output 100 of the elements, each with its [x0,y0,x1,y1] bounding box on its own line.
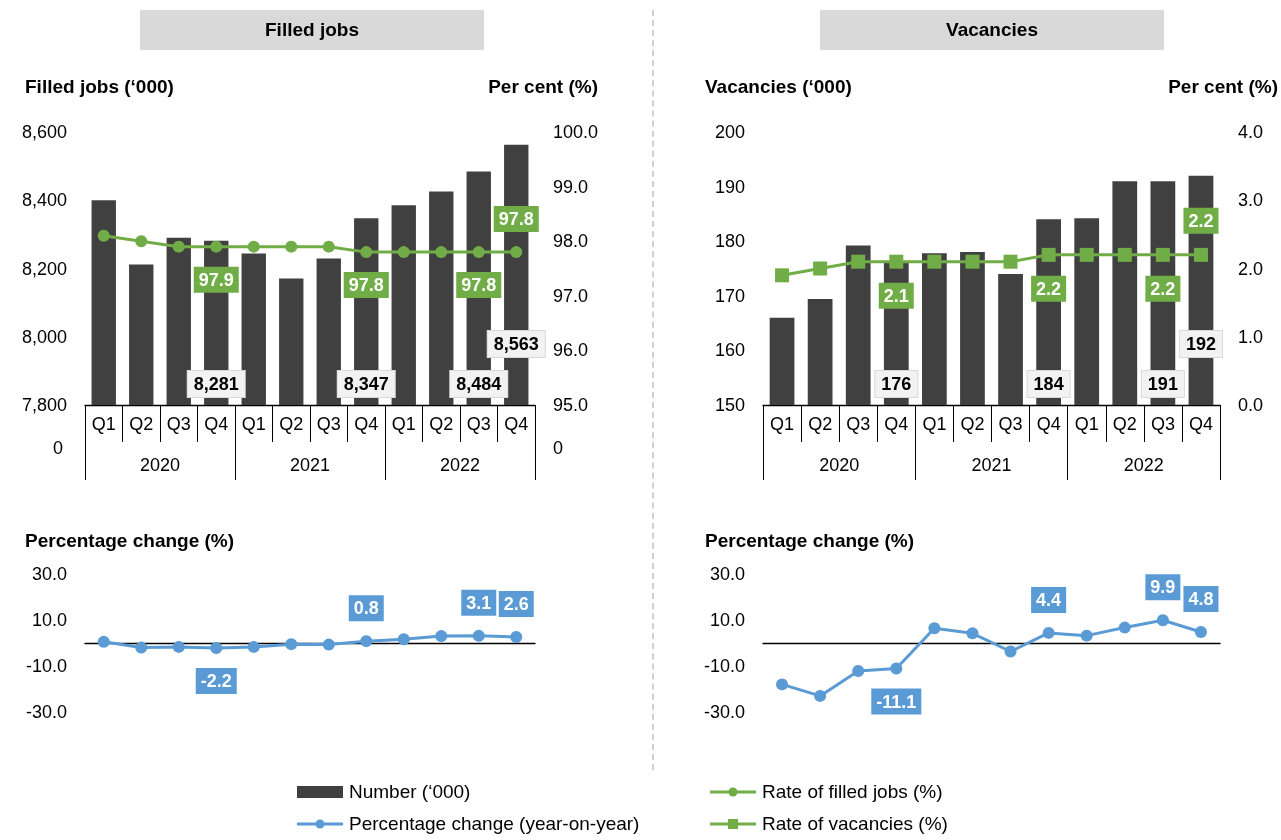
y2-tick-label: 3.0 [1238,190,1264,211]
y-tick-label: 200 [714,122,745,142]
x-tick-label: Q2 [1112,414,1137,434]
data-label: 8,347 [343,374,389,394]
point [247,640,260,653]
point [852,665,865,678]
point [285,638,298,651]
y-axis-title: Vacancies (‘000) [705,76,852,98]
text: 2020 [819,455,860,475]
data-label: 97.9 [198,269,234,290]
text: 2022 [1123,455,1164,475]
data-label: 97.8 [461,275,497,296]
point [775,268,790,283]
point [776,678,789,691]
x-tick-label: Q1 [391,414,416,434]
y2-tick-label: 99.0 [553,176,589,197]
y-tick-label: 8,400 [21,190,67,211]
data-label: -2.2 [200,671,232,692]
point [1117,247,1132,262]
data-label: 97.8 [498,209,534,230]
x-tick-label: Q1 [1074,414,1099,434]
point [1118,621,1131,634]
y2-tick-label: 100.0 [553,122,599,142]
y-tick-label: 8,200 [21,258,67,279]
point [435,630,448,643]
y2-axis-title: Per cent (%) [488,76,598,98]
point [1194,625,1207,638]
y-tick-label: 7,800 [21,395,67,415]
data-label: 3.1 [466,592,492,613]
x-tick-label: Q2 [808,414,833,434]
y-tick-label: 30.0 [709,564,745,584]
y-tick-label: 180 [714,231,745,252]
y-tick-label: 8,600 [21,122,67,142]
x-tick-label: Q3 [846,414,871,434]
x-tick-label: Q3 [166,414,191,434]
data-label: 191 [1147,374,1178,394]
text: 2020 [139,455,181,475]
x-tick-label: Q1 [241,414,266,434]
x-tick-label: Q2 [279,414,304,434]
point [814,689,827,702]
y2-tick-label: 2.0 [1238,258,1264,279]
data-label: -11.1 [876,691,917,712]
y-tick-label: -10.0 [25,656,67,676]
text: 2022 [439,455,481,475]
y-tick-label: -30.0 [25,702,67,722]
x-tick-label: Q4 [1188,414,1213,434]
chart-title: Filled jobs [140,10,484,50]
x-tick-label: Q4 [354,414,379,434]
data-label: 184 [1033,374,1064,394]
y2-tick-label: 98.0 [553,231,589,252]
y-tick-label: 8,000 [21,326,67,347]
data-label: 0.8 [353,598,379,619]
point [1041,247,1056,262]
x-tick-label: Q2 [960,414,985,434]
text: 0 [553,438,564,458]
legend-label: Number (‘000) [349,781,471,803]
data-label: 8,484 [456,374,502,394]
data-label: 2.2 [1150,278,1176,299]
y-tick-label: 190 [714,176,745,197]
y-tick-label: 150 [714,395,745,415]
data-label: 192 [1185,334,1216,354]
data-label: 9.9 [1150,577,1176,598]
data-label: 2.6 [503,594,529,615]
x-tick-label: Q3 [316,414,341,434]
y2-tick-label: 96.0 [553,340,589,361]
x-tick-label: Q2 [429,414,454,434]
y-tick-label: 170 [714,285,745,306]
point [1193,247,1208,262]
point [1080,629,1093,642]
point [97,635,110,648]
y-axis-title: Percentage change (%) [705,530,915,552]
x-tick-label: Q4 [504,414,529,434]
data-label: 8,281 [193,374,239,394]
point [360,635,373,648]
point [966,627,979,640]
point [965,254,980,269]
x-tick-label: Q1 [922,414,947,434]
point [172,640,185,653]
point [472,629,485,642]
y-axis-title: Filled jobs (‘000) [25,76,174,98]
y2-tick-label: 97.0 [553,285,589,306]
y2-axis-title: Per cent (%) [1168,76,1278,98]
x-tick-label: Q3 [998,414,1023,434]
y2-tick-label: 4.0 [1238,122,1264,142]
data-label: 2.1 [883,285,909,306]
point [1155,247,1170,262]
point [397,633,410,646]
legend-label: Percentage change (year-on-year) [349,813,640,835]
x-tick-label: Q1 [770,414,795,434]
y-axis-title: Percentage change (%) [25,530,235,552]
data-label: 4.4 [1036,589,1062,610]
point [889,254,904,269]
x-tick-label: Q2 [129,414,154,434]
point [1042,626,1055,639]
text: 2021 [289,455,331,475]
y-tick-label: 10.0 [31,610,67,630]
y-tick-label: 160 [714,340,745,361]
point [510,631,523,644]
y2-tick-label: 1.0 [1238,326,1264,347]
point [135,641,148,654]
